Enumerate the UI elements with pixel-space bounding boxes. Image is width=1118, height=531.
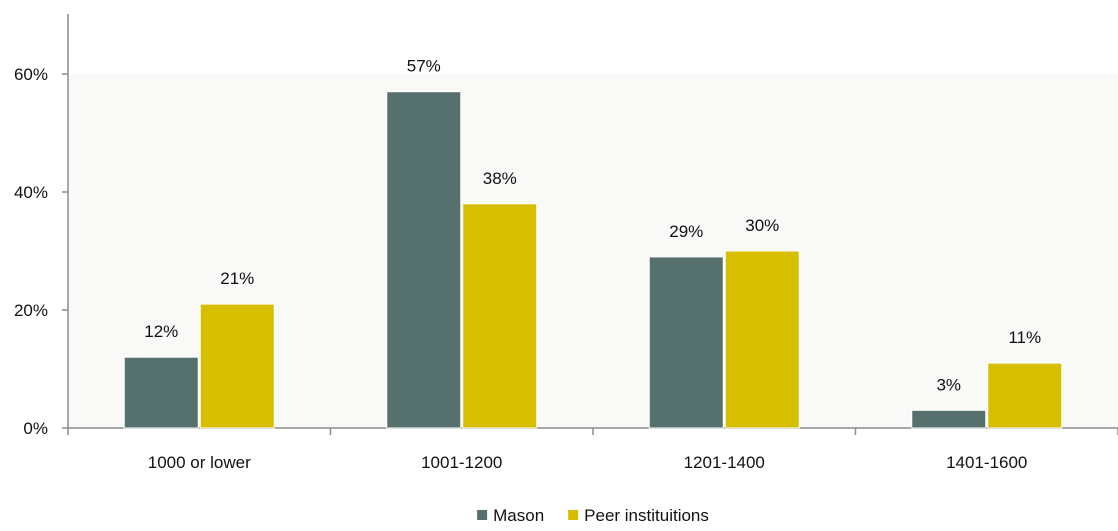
x-tick-label: 1001-1200 xyxy=(421,453,502,472)
y-tick-label: 60% xyxy=(14,65,48,84)
data-label: 11% xyxy=(1008,328,1041,347)
bar-peer-instituitions xyxy=(462,203,538,429)
legend-swatch xyxy=(568,510,579,520)
bar-mason xyxy=(648,256,724,429)
axes: 0% 20% 40% 60% 1000 or lower 1001-1200 1201-14… xyxy=(14,14,1118,472)
legend-label: Peer instituitions xyxy=(584,506,709,525)
y-tick-label: 20% xyxy=(14,301,48,320)
data-label: 12% xyxy=(144,322,178,341)
y-tick-label: 0% xyxy=(23,419,48,438)
data-label: 21% xyxy=(220,269,254,288)
y-tick-label: 40% xyxy=(14,183,48,202)
x-tick-label: 1401-1600 xyxy=(946,453,1027,472)
bar-peer-instituitions xyxy=(199,303,275,429)
data-labels: 12% 21% 57% 38% 29% 30% 3% 11% xyxy=(144,57,1041,395)
bar-mason xyxy=(911,409,987,429)
bar-mason xyxy=(123,356,199,429)
legend-item: Peer instituitions xyxy=(568,506,709,525)
data-label: 38% xyxy=(483,169,517,188)
bars xyxy=(123,91,1063,429)
bar-peer-instituitions xyxy=(987,362,1063,429)
bar-peer-instituitions xyxy=(724,250,800,429)
data-label: 29% xyxy=(669,222,703,241)
data-label: 3% xyxy=(936,375,961,394)
bar-mason xyxy=(386,91,462,429)
data-label: 57% xyxy=(407,57,441,76)
x-tick-label: 1000 or lower xyxy=(148,453,251,472)
legend-label: Mason xyxy=(493,506,544,525)
legend-item: Mason xyxy=(477,506,544,525)
data-label: 30% xyxy=(745,216,779,235)
x-tick-label: 1201-1400 xyxy=(684,453,765,472)
legend-swatch xyxy=(477,510,488,520)
legend: Mason Peer instituitions xyxy=(477,506,709,525)
